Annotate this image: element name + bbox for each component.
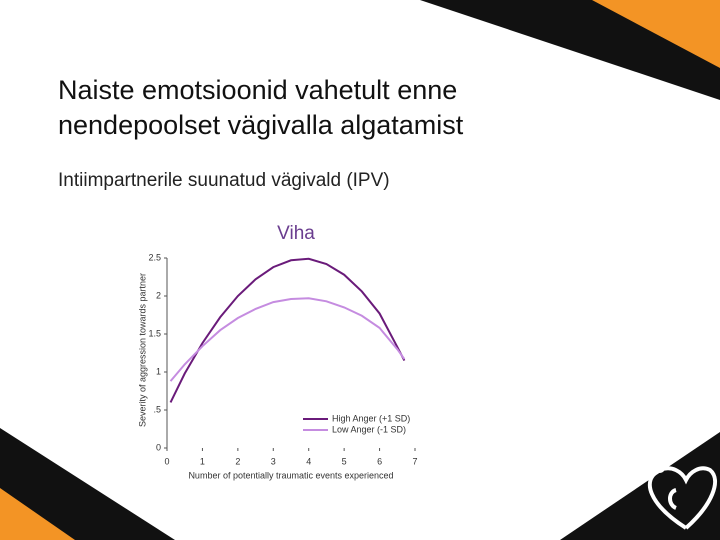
- x-tick-label: 7: [412, 456, 417, 466]
- y-tick-label: 1.5: [148, 328, 161, 338]
- y-tick-label: 2: [156, 290, 161, 300]
- y-tick-label: 1: [156, 366, 161, 376]
- x-tick-label: 5: [342, 456, 347, 466]
- y-tick-label: .5: [153, 404, 161, 414]
- slide-subtitle: Intiimpartnerile suunatud vägivald (IPV): [58, 170, 390, 191]
- x-tick-label: 0: [164, 456, 169, 466]
- x-tick-label: 4: [306, 456, 311, 466]
- corner-triangle: [592, 0, 720, 68]
- corner-stripe: [0, 428, 175, 540]
- legend-label: High Anger (+1 SD): [332, 413, 410, 423]
- chart-title: Viha: [277, 223, 315, 244]
- corner-triangle: [0, 488, 75, 540]
- x-tick-label: 1: [200, 456, 205, 466]
- logo: [647, 463, 717, 530]
- slide-title: Naiste emotsioonid vahetult enne: [58, 75, 458, 105]
- x-tick-label: 6: [377, 456, 382, 466]
- y-axis-label: Severity of aggression towards partner: [137, 273, 147, 427]
- series-line: [169, 297, 406, 382]
- corner-stripe: [560, 432, 720, 540]
- y-tick-label: 0: [156, 442, 161, 452]
- y-tick-label: 2.5: [148, 252, 161, 262]
- x-tick-label: 2: [235, 456, 240, 466]
- series-line: [169, 257, 406, 403]
- slide-title: nendepoolset vägivalla algatamist: [58, 110, 464, 140]
- x-axis-label: Number of potentially traumatic events e…: [188, 470, 393, 480]
- x-tick-label: 3: [271, 456, 276, 466]
- legend-label: Low Anger (-1 SD): [332, 424, 406, 434]
